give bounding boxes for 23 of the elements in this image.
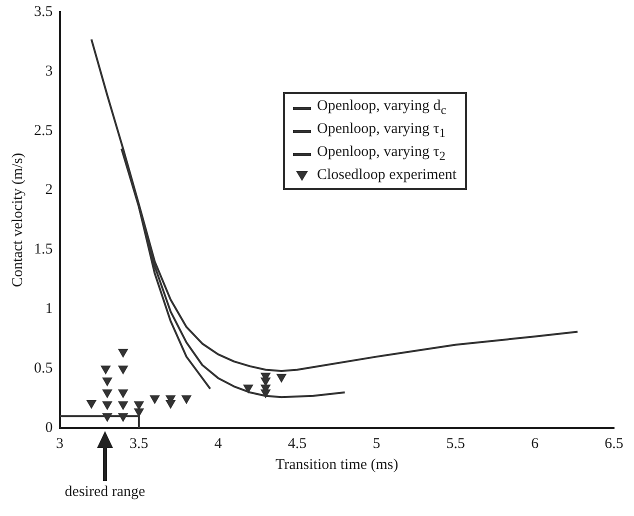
y-tick-label: 2 — [45, 182, 53, 198]
y-tick-label: 1 — [45, 301, 53, 318]
x-tick-label: 3.5 — [130, 436, 148, 452]
x-axis-title: Transition time (ms) — [275, 456, 398, 473]
y-tick-label: 3 — [45, 63, 53, 80]
y-tick-label: 3.5 — [34, 4, 53, 20]
y-tick-label: 1.5 — [34, 242, 53, 258]
x-tick-label: 6.5 — [604, 436, 624, 452]
x-tick-label: 6 — [531, 436, 540, 452]
x-tick-label: 4 — [214, 436, 222, 452]
legend-label: Openloop, varying τ$_{2}$ — [317, 143, 446, 165]
legend-label: Openloop, varying d$_{c}$ — [317, 97, 446, 119]
y-tick-label: 0 — [45, 420, 53, 436]
legend-label: Closedloop experiment — [317, 166, 457, 185]
y-tick-label: 2.5 — [34, 122, 53, 139]
y-tick-label: 0.5 — [34, 360, 53, 377]
x-tick-label: 5.5 — [446, 436, 466, 452]
text: desired range — [64, 484, 146, 501]
x-tick-label: 3 — [56, 436, 64, 452]
x-tick-label: 4.5 — [288, 436, 307, 452]
y-axis-title: Contact velocity (m/s) — [10, 152, 26, 288]
legend-label: Openloop, varying τ$_{1}$ — [317, 120, 446, 142]
x-tick-label: 5 — [372, 436, 380, 452]
